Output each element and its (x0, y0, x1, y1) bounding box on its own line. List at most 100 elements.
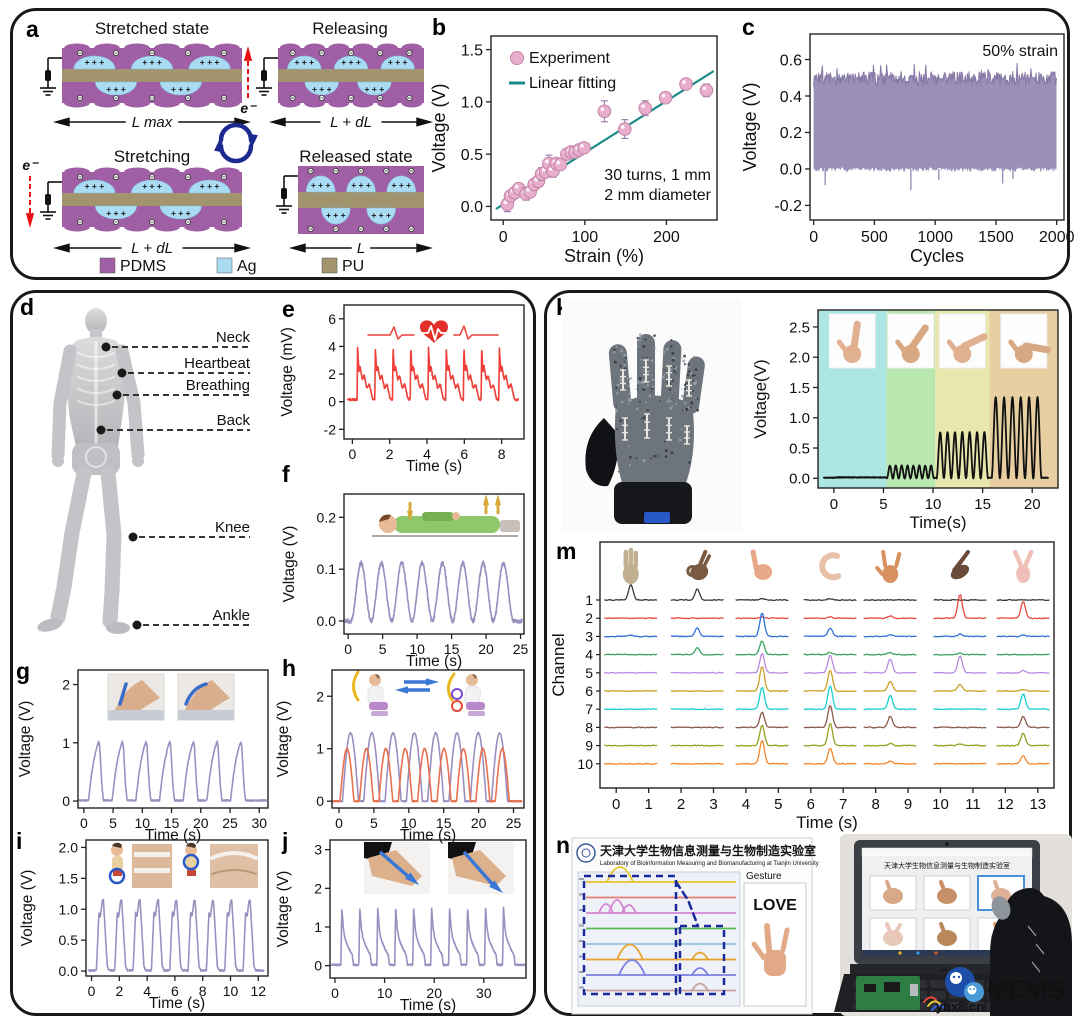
svg-text:Ag: Ag (237, 258, 257, 275)
svg-text:Released state: Released state (299, 147, 412, 166)
svg-text:2000: 2000 (1039, 229, 1075, 246)
chart-voltage-vs-strain: Experiment Linear fitting 30 turns, 1 mm 2 … (429, 35, 718, 266)
svg-text:Time (s): Time (s) (406, 458, 462, 475)
svg-text:6: 6 (171, 983, 179, 999)
svg-text:2 mm diameter: 2 mm diameter (604, 187, 711, 204)
svg-text:0: 0 (612, 796, 620, 813)
svg-text:1: 1 (62, 735, 70, 751)
svg-text:e⁻: e⁻ (240, 100, 257, 116)
svg-text:4: 4 (143, 983, 151, 999)
svg-text:2: 2 (314, 880, 322, 896)
svg-text:50% strain: 50% strain (982, 43, 1058, 60)
svg-text:10: 10 (409, 641, 425, 657)
panel-label-d: d (20, 294, 35, 320)
svg-text:4: 4 (585, 647, 593, 663)
svg-text:0: 0 (80, 815, 88, 831)
svg-text:0: 0 (316, 793, 324, 809)
svg-text:Linear fitting: Linear fitting (529, 75, 616, 92)
svg-text:30: 30 (251, 815, 267, 831)
svg-text:8: 8 (199, 983, 207, 999)
svg-text:10: 10 (577, 756, 593, 772)
svg-text:+ + +: + + + (392, 180, 412, 190)
svg-text:+ + +: + + + (312, 84, 332, 94)
svg-text:25: 25 (513, 641, 529, 657)
svg-text:15: 15 (444, 641, 460, 657)
svg-text:25: 25 (222, 815, 238, 831)
svg-text:1.5: 1.5 (461, 42, 483, 59)
panel-label-h: h (282, 655, 297, 681)
svg-text:2: 2 (677, 796, 685, 813)
svg-text:PDMS: PDMS (120, 258, 166, 275)
svg-text:0: 0 (830, 496, 838, 513)
panel-label-e: e (282, 296, 295, 322)
svg-text:Stretching: Stretching (114, 147, 191, 166)
svg-text:1.5: 1.5 (789, 380, 810, 397)
svg-text:Channel: Channel (549, 633, 568, 696)
svg-text:L + dL: L + dL (131, 240, 173, 257)
svg-text:2.5: 2.5 (789, 319, 810, 336)
svg-text:0.0: 0.0 (780, 162, 802, 179)
chart-ankle: 0 10 20 30 0 1 2 3 Time (s) Voltage (V) (275, 839, 527, 1014)
panel-label-n: n (556, 832, 571, 858)
svg-text:3: 3 (585, 628, 593, 644)
svg-text:4: 4 (742, 796, 750, 813)
svg-text:2.0: 2.0 (789, 350, 810, 367)
chart-breathing: 0 5 10 15 20 25 0.0 0.1 0.2 Time (s) Voltage (V) (281, 493, 529, 670)
svg-text:Back: Back (217, 412, 251, 429)
svg-text:+ + +: + + + (365, 84, 385, 94)
svg-text:1: 1 (585, 592, 593, 608)
svg-text:1.0: 1.0 (59, 901, 79, 917)
svg-text:2: 2 (115, 983, 123, 999)
svg-text:20: 20 (471, 815, 487, 831)
svg-text:2.0: 2.0 (59, 839, 79, 855)
svg-text:0: 0 (62, 793, 70, 809)
human-body-sensor-map: Neck Heartbeat Breathing Back Knee Ankle (37, 308, 251, 634)
svg-text:0.5: 0.5 (59, 932, 79, 948)
svg-text:10: 10 (223, 983, 239, 999)
svg-text:6: 6 (585, 683, 593, 699)
svg-text:+ + +: + + + (388, 57, 408, 67)
svg-text:Voltage (V): Voltage (V) (275, 701, 292, 778)
svg-text:-2: -2 (324, 421, 337, 437)
svg-text:-0.2: -0.2 (774, 198, 802, 215)
svg-text:0.4: 0.4 (780, 89, 802, 106)
svg-text:10: 10 (377, 985, 393, 1001)
svg-text:Neck: Neck (216, 329, 251, 346)
svg-text:2: 2 (316, 688, 324, 704)
svg-text:e⁻: e⁻ (22, 157, 39, 173)
panel-label-j: j (282, 828, 289, 854)
svg-text:0.5: 0.5 (461, 147, 483, 164)
svg-text:Knee: Knee (215, 519, 250, 536)
svg-text:0: 0 (809, 229, 818, 246)
svg-text:+ + +: + + + (294, 57, 314, 67)
svg-text:+ + +: + + + (85, 57, 105, 67)
svg-text:MEMS: MEMS (987, 974, 1065, 1004)
svg-text:10: 10 (932, 796, 949, 813)
svg-text:0: 0 (344, 641, 352, 657)
panel-label-g: g (16, 658, 31, 684)
svg-text:0: 0 (88, 983, 96, 999)
svg-text:+ + +: + + + (326, 210, 346, 220)
svg-text:1: 1 (316, 741, 324, 757)
svg-text:+ + +: + + + (351, 180, 371, 190)
svg-text:Ankle: Ankle (212, 607, 250, 624)
svg-text:2: 2 (328, 366, 336, 382)
svg-text:15: 15 (974, 496, 991, 513)
svg-text:6: 6 (460, 446, 468, 462)
svg-text:20: 20 (426, 985, 442, 1001)
svg-text:2: 2 (585, 610, 593, 626)
svg-text:0.0: 0.0 (317, 613, 337, 629)
svg-text:ybx8.cn: ybx8.cn (936, 999, 984, 1014)
svg-text:3: 3 (314, 842, 322, 858)
svg-text:12: 12 (250, 983, 266, 999)
svg-text:+ + +: + + + (142, 181, 162, 191)
svg-text:+ + +: + + + (142, 57, 162, 67)
svg-text:Voltage (V): Voltage (V) (17, 701, 34, 778)
svg-text:L max: L max (132, 114, 173, 131)
chart-knee: 0 2 4 6 8 10 12 0.0 0.5 1.0 1.5 2.0 Time (s) Voltage … (19, 839, 269, 1012)
svg-text:Voltage(V): Voltage(V) (751, 359, 770, 438)
svg-text:30 turns, 1 mm: 30 turns, 1 mm (604, 167, 711, 184)
